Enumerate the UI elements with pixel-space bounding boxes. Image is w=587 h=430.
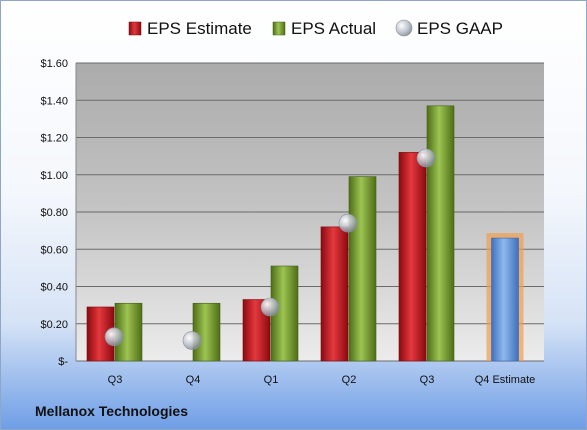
x-tick-label: Q3 (420, 374, 435, 386)
y-tick-label: $1.20 (40, 133, 68, 145)
legend-swatch (272, 21, 286, 36)
y-tick-label: $0.60 (40, 244, 68, 256)
eps-actual-bar (348, 176, 377, 362)
eps-gaap-marker (182, 331, 202, 350)
eps-estimate-bar (398, 152, 427, 362)
eps-gaap-marker (104, 327, 124, 347)
x-tick-label: Q4 (186, 374, 201, 386)
y-tick-label: $1.60 (40, 58, 68, 70)
eps-gaap-marker (338, 213, 358, 233)
y-tick-label: $0.40 (40, 282, 68, 294)
legend-swatch (128, 21, 142, 36)
eps-gaap-marker (260, 297, 280, 317)
x-tick-label: Q4 Estimate (475, 374, 536, 386)
legend-label: EPS GAAP (417, 19, 503, 38)
legend-label: EPS Actual (291, 19, 376, 38)
eps-actual-bar (192, 302, 221, 362)
x-tick-label: Q1 (264, 374, 279, 386)
eps-estimate-bar (320, 226, 349, 362)
y-tick-label: $1.00 (40, 170, 68, 182)
x-tick-label: Q2 (342, 374, 357, 386)
legend-swatch (395, 19, 413, 37)
y-tick-label: $- (58, 356, 68, 368)
y-tick-label: $0.20 (40, 319, 68, 331)
company-name: Mellanox Technologies (35, 403, 188, 419)
eps-forecast-bar (491, 237, 519, 362)
y-tick-label: $0.80 (40, 207, 68, 219)
eps-actual-bar (426, 105, 455, 362)
legend-label: EPS Estimate (147, 19, 252, 38)
y-tick-label: $1.40 (40, 95, 68, 107)
x-tick-label: Q3 (108, 374, 123, 386)
eps-gaap-marker (416, 148, 436, 168)
